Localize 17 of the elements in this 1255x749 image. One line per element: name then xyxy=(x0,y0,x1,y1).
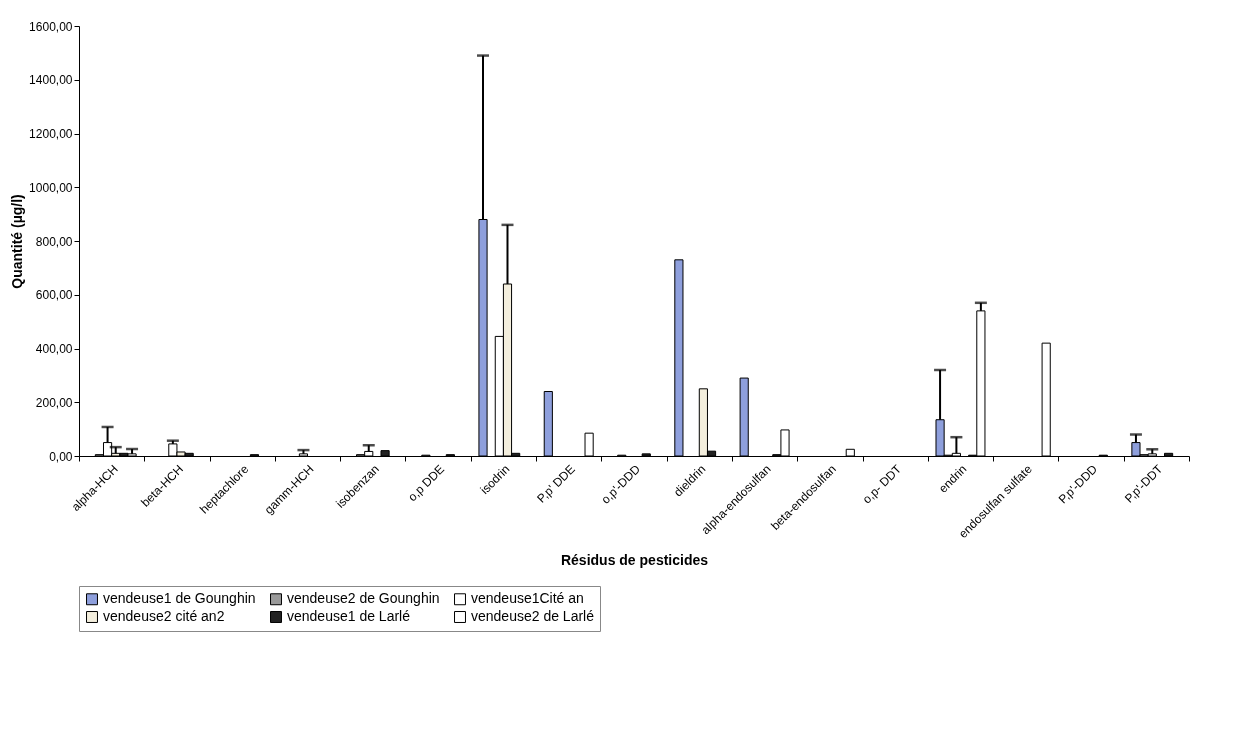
y-tick-label: 600,00 xyxy=(35,288,73,303)
y-tick-label: 1400,00 xyxy=(29,73,73,88)
legend-label: vendeuse1 de Gounghin xyxy=(103,590,256,607)
legend-label: vendeuse2 de Gounghin xyxy=(287,590,440,607)
legend-label: vendeuse1 de Larlé xyxy=(287,608,411,624)
legend-label: vendeuse2 cité an2 xyxy=(103,608,225,624)
y-tick-label: 400,00 xyxy=(35,342,73,356)
y-tick-label: 1600,00 xyxy=(29,19,73,34)
legend-label: vendeuse1Cité an xyxy=(471,590,584,607)
x-axis-title: Résidus de pesticides xyxy=(560,552,709,569)
y-axis-title: Quantité (µg/l) xyxy=(9,194,26,289)
y-tick-label: 800,00 xyxy=(35,234,73,249)
y-tick-label: 1200,00 xyxy=(29,127,73,141)
y-tick-label: 1000,00 xyxy=(29,180,73,195)
y-tick-label: 200,00 xyxy=(35,395,73,410)
legend-label: vendeuse2 de Larlé xyxy=(471,608,595,624)
y-tick-label: 0,00 xyxy=(49,449,73,464)
